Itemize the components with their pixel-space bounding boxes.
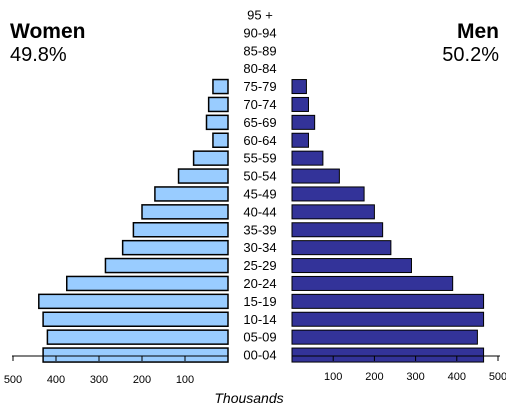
age-group-label: 10-14 [243,312,276,327]
men-bar-55-59 [291,150,324,166]
men-axis-tick-label: 400 [448,371,466,383]
women-bar-50-54 [177,168,229,184]
women-bar-35-39 [132,222,229,238]
women-bar-70-74 [207,96,229,113]
women-bar-20-24 [66,275,229,292]
age-group-label: 40-44 [243,204,276,219]
age-group-label: 90-94 [243,25,276,40]
men-axis-ticks: 100 200 300 400 500 [324,356,506,383]
age-group-label: 05-09 [243,330,276,345]
men-bar-05-09 [291,329,478,345]
men-bar-15-19 [291,293,485,309]
men-bar-70-74 [291,96,309,112]
age-group-label: 65-69 [243,115,276,130]
age-group-label: 70-74 [243,97,276,112]
age-group-label: 20-24 [243,276,276,291]
women-bar-10-14 [42,311,229,327]
men-bar-30-34 [291,240,392,256]
age-group-label: 45-49 [243,186,276,201]
men-bar-35-39 [291,222,384,238]
women-bar-05-09 [46,329,229,345]
age-group-label: 60-64 [243,133,276,148]
women-axis-ticks: 500 400 300 200 100 [4,356,194,386]
x-axis-title: Thousands [214,390,283,406]
age-group-label: 85-89 [243,43,276,58]
age-group-label: 35-39 [243,222,276,237]
women-bar-75-79 [212,78,229,95]
men-axis-tick-label: 200 [365,371,383,383]
women-bar-45-49 [154,186,229,202]
men-axis-tick-label: 100 [324,371,342,383]
men-bar-40-44 [291,204,375,220]
women-bar-65-69 [205,114,229,131]
women-axis-tick-label: 400 [47,374,65,386]
women-axis-tick-label: 300 [90,374,108,386]
men-bar-65-69 [291,114,316,130]
men-share: 50.2% [442,44,499,66]
men-bars [291,79,485,363]
men-bar-50-54 [291,168,340,184]
women-bar-00-04 [42,347,229,363]
women-bars [38,78,229,363]
women-bar-60-64 [212,132,229,148]
women-bar-55-59 [192,150,229,166]
women-label: Women [10,20,86,43]
men-axis-tick-label: 500 [489,371,506,383]
women-axis-tick-label: 100 [176,374,194,386]
age-group-label: 95 + [247,7,273,22]
women-axis-tick-label: 200 [133,374,151,386]
age-group-label: 30-34 [243,240,276,255]
men-label: Men [457,20,499,43]
women-bar-25-29 [104,257,229,274]
men-bar-60-64 [291,132,309,148]
women-share: 49.8% [10,44,67,66]
age-group-label: 25-29 [243,258,276,273]
age-group-label: 50-54 [243,169,276,184]
men-bar-75-79 [291,79,307,95]
age-group-label: 75-79 [243,79,276,94]
men-bar-45-49 [291,186,365,202]
men-bar-25-29 [291,258,412,274]
age-group-label: 00-04 [243,348,276,363]
age-group-label: 55-59 [243,151,276,166]
men-bar-00-04 [291,347,485,363]
women-bar-40-44 [141,204,229,220]
age-group-label: 80-84 [243,61,276,76]
men-bar-20-24 [291,275,454,291]
women-axis-tick-label: 500 [4,374,22,386]
women-bar-30-34 [121,239,229,256]
age-labels: 95 + 90-94 85-89 80-84 75-79 70-74 65-69 60-64 5… [243,7,276,362]
age-group-label: 15-19 [243,294,276,309]
men-axis-tick-label: 300 [406,371,424,383]
women-bar-15-19 [38,293,229,310]
men-bar-10-14 [291,311,485,327]
